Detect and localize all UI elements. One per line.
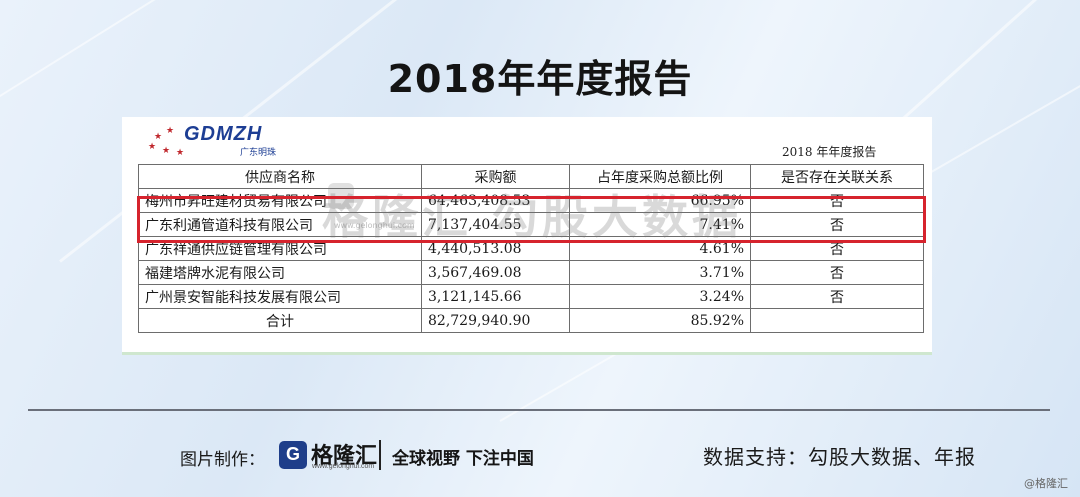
purchase-amount: 4,440,513.08: [421, 236, 570, 261]
purchase-amount: 7,137,404.55: [421, 212, 570, 237]
table-total-row: 合计 82,729,940.90 85.92%: [138, 308, 924, 333]
page-title: 2018年年度报告: [387, 57, 693, 101]
supplier-name: 广州景安智能科技发展有限公司: [138, 284, 422, 309]
logo-star-icon: ★: [162, 146, 171, 156]
table-header-row: 供应商名称 采购额 占年度采购总额比例 是否存在关联关系: [138, 164, 924, 189]
brand-name: 格隆汇: [311, 444, 378, 469]
table-row: 福建塔牌水泥有限公司 3,567,469.08 3.71% 否: [138, 260, 924, 285]
watermark-text: 格隆汇 勾股大数据: [322, 190, 743, 244]
purchase-amount: 3,567,469.08: [421, 260, 570, 285]
total-amount: 82,729,940.90: [421, 308, 570, 333]
purchase-ratio: 3.71%: [569, 260, 751, 285]
supplier-name: 广东利通管道科技有限公司: [138, 212, 422, 237]
column-header: 是否存在关联关系: [750, 164, 924, 189]
highlight-box: [137, 196, 926, 243]
logo-star-icon: ★: [176, 148, 185, 158]
footer-divider: [28, 409, 1050, 411]
brand-logo-icon: G: [279, 441, 307, 469]
logo-star-icon: ★: [154, 132, 163, 142]
brand-logo-letter: G: [285, 444, 300, 464]
total-related: [750, 308, 924, 333]
table-row: 广东利通管道科技有限公司 7,137,404.55 7.41% 否: [138, 212, 924, 237]
brand-domain: www.gelonghui.com: [312, 463, 375, 470]
column-header: 采购额: [421, 164, 570, 189]
report-label: 2018 年年度报告: [782, 145, 877, 159]
total-ratio: 85.92%: [569, 308, 751, 333]
purchase-ratio: 3.24%: [569, 284, 751, 309]
company-logo: ★ ★ ★ ★ ★ GDMZH 广东明珠: [144, 121, 334, 158]
corner-watermark: @格隆汇: [1024, 477, 1068, 490]
document-bottom-border: [122, 352, 932, 355]
total-label: 合计: [138, 308, 422, 333]
logo-star-icon: ★: [166, 126, 175, 136]
related-party: 否: [750, 260, 924, 285]
logo-star-icon: ★: [148, 142, 157, 152]
related-party: 否: [750, 284, 924, 309]
watermark-domain: www.gelonghui.com: [334, 221, 415, 230]
purchase-amount: 3,121,145.66: [421, 284, 570, 309]
logo-text: GDMZH: [184, 123, 263, 145]
brand-slogan: 全球视野 下注中国: [392, 449, 534, 469]
purchase-ratio: 7.41%: [569, 212, 751, 237]
made-by-label: 图片制作：: [180, 450, 265, 470]
report-excerpt: ★ ★ ★ ★ ★ GDMZH 广东明珠 2018 年年度报告 供应商名称 采购…: [122, 117, 932, 355]
logo-subtext: 广东明珠: [240, 148, 277, 158]
table-row: 广州景安智能科技发展有限公司 3,121,145.66 3.24% 否: [138, 284, 924, 309]
brand-separator: [379, 440, 381, 470]
data-source: 数据支持：勾股大数据、年报: [703, 445, 976, 469]
column-header: 供应商名称: [138, 164, 422, 189]
supplier-name: 福建塔牌水泥有限公司: [138, 260, 422, 285]
